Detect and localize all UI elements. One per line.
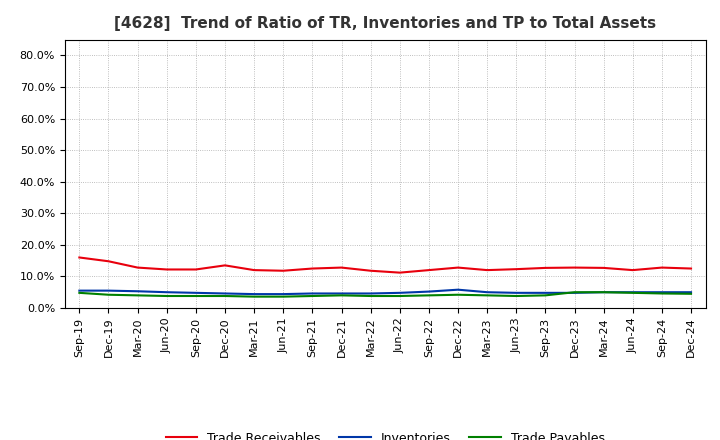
Line: Trade Payables: Trade Payables [79,292,691,297]
Trade Payables [337,293,346,298]
Trade Receivables [220,263,229,268]
Trade Receivables [541,265,550,271]
Trade Payables [657,291,666,296]
Trade Receivables [308,266,317,271]
Trade Payables [250,294,258,299]
Inventories [279,291,287,297]
Trade Payables [75,290,84,296]
Trade Receivables [657,265,666,270]
Inventories [599,290,608,295]
Trade Payables [192,293,200,299]
Inventories [454,287,462,292]
Inventories [308,291,317,296]
Trade Receivables [163,267,171,272]
Trade Payables [629,290,637,296]
Trade Payables [395,293,404,299]
Inventories [629,290,637,295]
Trade Receivables [75,255,84,260]
Trade Payables [220,293,229,299]
Trade Receivables [512,267,521,272]
Trade Receivables [687,266,696,271]
Trade Receivables [133,265,142,270]
Trade Receivables [279,268,287,273]
Inventories [133,289,142,294]
Inventories [220,291,229,296]
Inventories [512,290,521,296]
Inventories [250,291,258,297]
Trade Payables [133,293,142,298]
Inventories [395,290,404,296]
Inventories [163,290,171,295]
Inventories [570,290,579,296]
Line: Inventories: Inventories [79,290,691,294]
Trade Payables [163,293,171,299]
Trade Payables [483,293,492,298]
Trade Receivables [337,265,346,270]
Trade Receivables [570,265,579,270]
Trade Receivables [454,265,462,270]
Trade Payables [425,293,433,298]
Inventories [192,290,200,296]
Trade Receivables [425,268,433,273]
Trade Receivables [483,268,492,273]
Trade Receivables [366,268,375,273]
Trade Receivables [250,268,258,273]
Trade Receivables [192,267,200,272]
Inventories [657,290,666,295]
Trade Receivables [104,259,113,264]
Legend: Trade Receivables, Inventories, Trade Payables: Trade Receivables, Inventories, Trade Pa… [161,427,610,440]
Trade Payables [104,292,113,297]
Inventories [104,288,113,293]
Inventories [687,290,696,295]
Trade Payables [512,293,521,299]
Trade Payables [454,292,462,297]
Trade Receivables [599,265,608,271]
Trade Payables [366,293,375,299]
Inventories [337,291,346,296]
Trade Payables [570,290,579,295]
Inventories [366,291,375,296]
Trade Payables [279,294,287,299]
Inventories [75,288,84,293]
Trade Payables [541,293,550,298]
Inventories [483,290,492,295]
Trade Payables [308,293,317,299]
Line: Trade Receivables: Trade Receivables [79,257,691,273]
Title: [4628]  Trend of Ratio of TR, Inventories and TP to Total Assets: [4628] Trend of Ratio of TR, Inventories… [114,16,656,32]
Trade Payables [599,290,608,295]
Inventories [541,290,550,296]
Trade Receivables [395,270,404,275]
Inventories [425,289,433,294]
Trade Receivables [629,268,637,273]
Trade Payables [687,291,696,297]
